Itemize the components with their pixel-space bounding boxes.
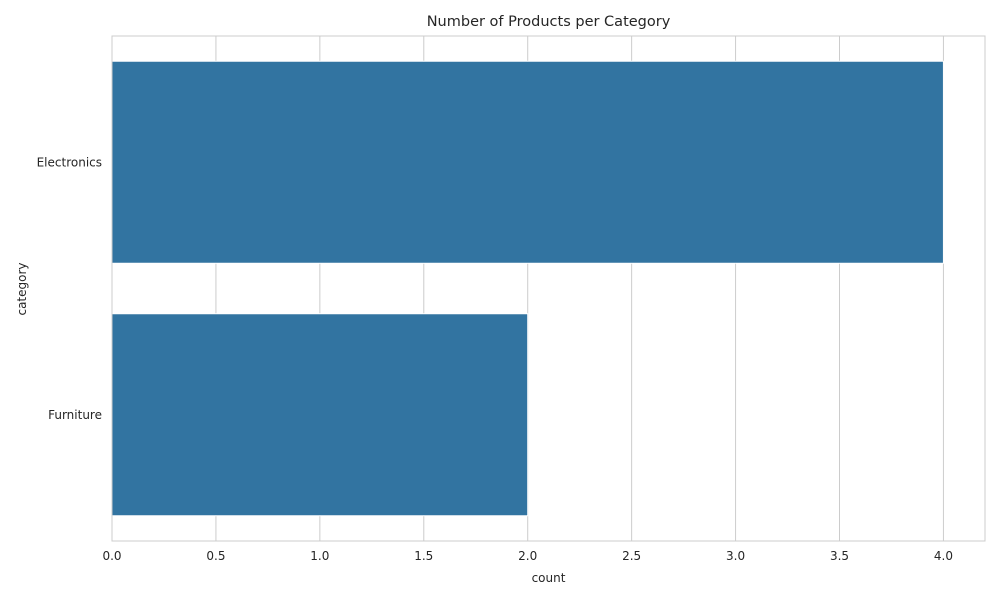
- x-tick-label: 0.0: [102, 549, 121, 563]
- bar-layer: [111, 60, 944, 517]
- x-tick-label: 2.0: [518, 549, 537, 563]
- chart-title: Number of Products per Category: [427, 14, 671, 30]
- x-tick-label: 1.5: [414, 549, 433, 563]
- plot-frame: [111, 35, 986, 542]
- y-tick-label: Furniture: [48, 408, 102, 422]
- x-tick-label: 4.0: [934, 549, 953, 563]
- x-tick-label: 3.5: [830, 549, 849, 563]
- x-tick-label: 1.0: [310, 549, 329, 563]
- x-tick-label: 2.5: [622, 549, 641, 563]
- bar-electronics: [111, 60, 944, 264]
- y-tick-label: Electronics: [37, 155, 102, 169]
- tick-layer: 0.0 0.5 1.0 1.5 2.0 2.5 3.0 3.5 4.0 Electronics Fu…: [37, 155, 953, 563]
- x-tick-label: 3.0: [726, 549, 745, 563]
- y-axis-label: category: [15, 262, 29, 315]
- bar-furniture: [111, 313, 529, 517]
- x-axis-label: count: [532, 571, 566, 585]
- x-tick-label: 0.5: [206, 549, 225, 563]
